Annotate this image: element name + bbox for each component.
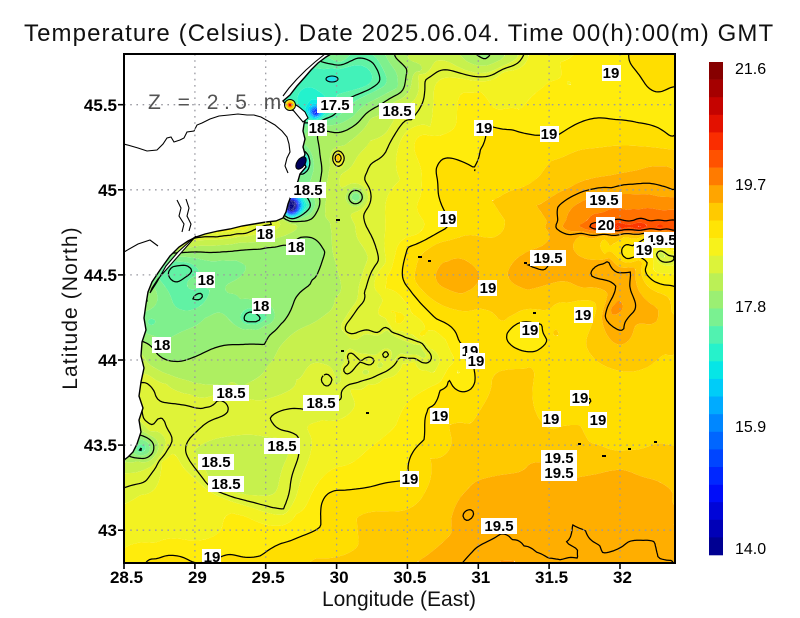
svg-text:19.5: 19.5 [544, 465, 573, 482]
svg-text:Latitude (North): Latitude (North) [59, 226, 82, 390]
svg-text:18: 18 [154, 337, 171, 354]
svg-text:31.5: 31.5 [535, 568, 568, 587]
svg-text:18.5: 18.5 [382, 103, 411, 120]
svg-text:Longitude (East): Longitude (East) [322, 588, 476, 611]
svg-text:19: 19 [541, 126, 558, 143]
svg-text:32: 32 [613, 568, 632, 587]
svg-text:19: 19 [476, 120, 493, 137]
svg-text:21.6: 21.6 [735, 61, 766, 78]
svg-text:18.5: 18.5 [306, 395, 335, 412]
svg-text:19.5: 19.5 [484, 518, 513, 535]
svg-text:18: 18 [309, 120, 326, 137]
svg-text:19: 19 [636, 242, 653, 259]
svg-text:Temperature (Celsius). Date 20: Temperature (Celsius). Date 2025.06.04. … [24, 20, 774, 47]
svg-text:19.5: 19.5 [544, 450, 573, 467]
svg-text:14.0: 14.0 [735, 541, 766, 558]
svg-text:19: 19 [590, 412, 607, 429]
svg-text:19: 19 [480, 280, 497, 297]
svg-text:18.5: 18.5 [211, 476, 240, 493]
svg-text:19: 19 [402, 471, 419, 488]
svg-text:30: 30 [330, 568, 349, 587]
svg-text:19.5: 19.5 [589, 192, 618, 209]
svg-text:Z = 2.5 m: Z = 2.5 m [148, 91, 287, 114]
svg-text:43.5: 43.5 [84, 436, 117, 455]
svg-text:20: 20 [598, 217, 615, 234]
svg-text:45.5: 45.5 [84, 96, 117, 115]
svg-text:44: 44 [98, 351, 117, 370]
svg-text:19: 19 [572, 390, 589, 407]
svg-text:18.5: 18.5 [293, 182, 322, 199]
svg-text:45: 45 [98, 181, 117, 200]
svg-text:18: 18 [288, 239, 305, 256]
svg-text:19.5: 19.5 [647, 232, 676, 249]
svg-text:19: 19 [468, 353, 485, 370]
svg-text:19: 19 [440, 211, 457, 228]
svg-text:19: 19 [522, 322, 539, 339]
svg-text:29.5: 29.5 [252, 568, 285, 587]
svg-text:19: 19 [575, 307, 592, 324]
svg-text:17.5: 17.5 [320, 97, 349, 114]
svg-text:18.5: 18.5 [267, 438, 296, 455]
svg-text:19.7: 19.7 [735, 177, 766, 194]
svg-text:19: 19 [204, 549, 221, 566]
svg-text:30.5: 30.5 [393, 568, 426, 587]
svg-text:44.5: 44.5 [84, 266, 117, 285]
svg-text:31: 31 [471, 568, 490, 587]
svg-text:18.5: 18.5 [201, 454, 230, 471]
svg-text:28.5: 28.5 [110, 568, 143, 587]
svg-text:19: 19 [432, 408, 449, 425]
svg-text:18: 18 [253, 298, 270, 315]
svg-text:18: 18 [198, 272, 215, 289]
svg-text:17.8: 17.8 [735, 299, 766, 316]
svg-text:19.5: 19.5 [533, 250, 562, 267]
svg-text:29: 29 [188, 568, 207, 587]
svg-text:19: 19 [543, 411, 560, 428]
svg-text:15.9: 15.9 [735, 419, 766, 436]
svg-text:18: 18 [257, 226, 274, 243]
svg-text:43: 43 [98, 521, 117, 540]
svg-text:19: 19 [603, 65, 620, 82]
svg-text:18.5: 18.5 [216, 385, 245, 402]
